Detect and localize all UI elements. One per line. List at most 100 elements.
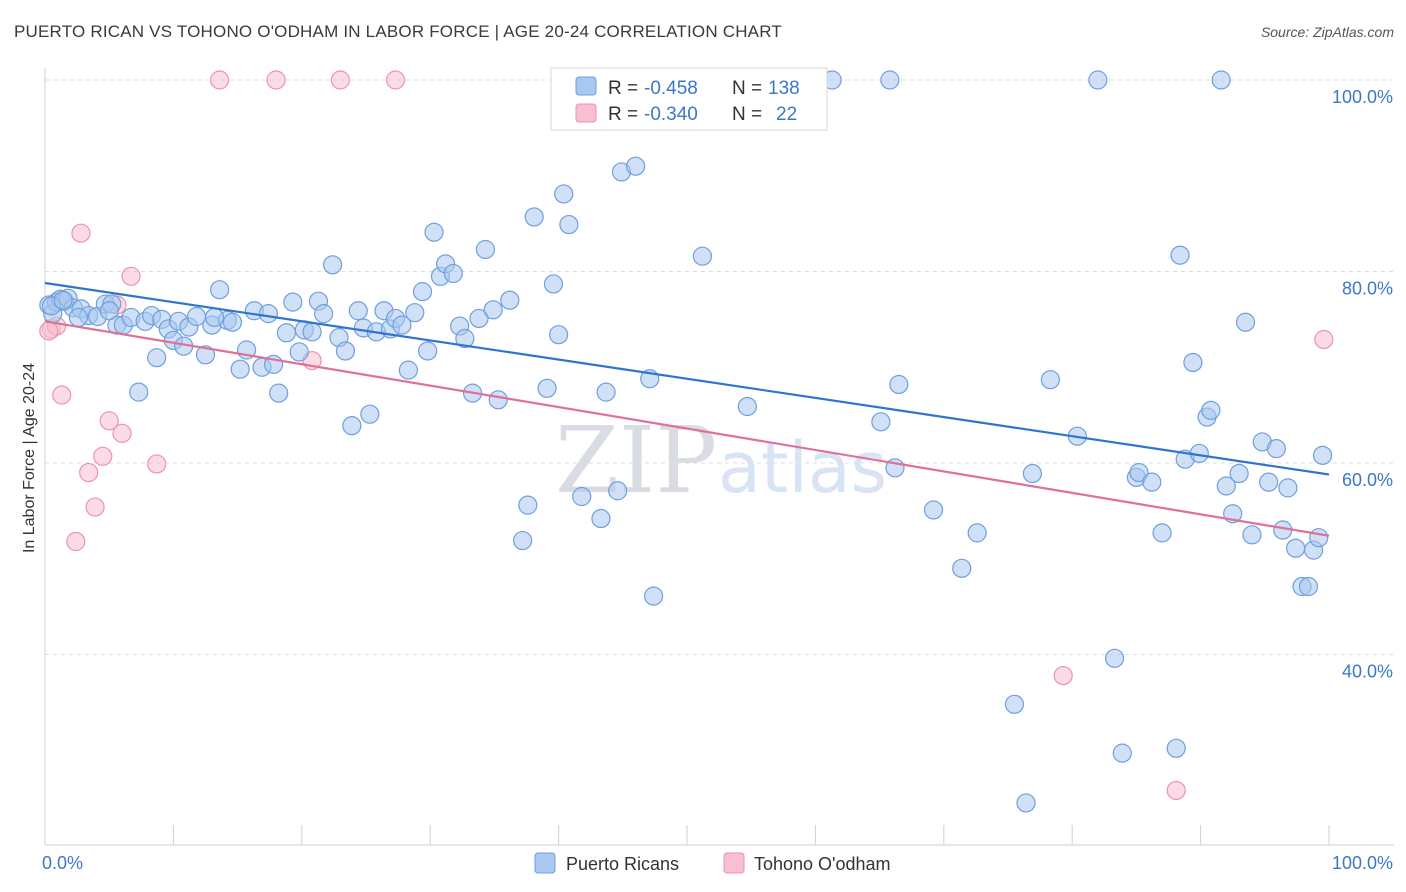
legend-n-label: N = [732, 78, 762, 99]
legend-box [550, 67, 828, 131]
puerto-rican-point [392, 315, 412, 335]
tohono-trend-line [44, 320, 1330, 537]
series-legend: Puerto Ricans Tohono O'odham [534, 852, 891, 874]
puerto-rican-point [572, 486, 592, 507]
y-tick-label: 100.0% [1332, 87, 1393, 107]
tohono-point [85, 497, 105, 517]
puerto-rican-point [1298, 576, 1319, 597]
puerto-rican-point [210, 280, 230, 300]
puerto-rican-point [500, 290, 520, 310]
legend-n-value: 138 [768, 78, 800, 99]
tohono-point [71, 223, 91, 243]
tohono-point [266, 70, 286, 90]
puerto-rican-point [443, 263, 463, 284]
puerto-rican-point [1235, 312, 1256, 332]
legend-r-label: R = [608, 78, 638, 99]
puerto-rican-point [398, 360, 418, 380]
legend-swatch-pink [575, 103, 597, 123]
tohono-point [79, 462, 99, 483]
puerto-rican-point [147, 348, 167, 368]
trend-lines [44, 281, 1330, 537]
puerto-rican-point [1104, 648, 1125, 668]
puerto-rican-point [608, 481, 628, 501]
puerto-rican-point [323, 255, 343, 275]
bottom-legend-swatch-pink [723, 852, 745, 874]
tohono-point [99, 411, 119, 431]
puerto-rican-point [537, 378, 557, 398]
puerto-rican-point [692, 246, 713, 266]
correlation-legend: R = -0.458 N = 138 R = -0.340 N = 22 [550, 67, 828, 131]
puerto-rican-point [455, 328, 475, 349]
puerto-rican-point [880, 70, 900, 90]
tohono-point [93, 446, 113, 466]
tohono-point [39, 321, 59, 341]
puerto-rican-point [360, 404, 380, 424]
legend-r-label: R = [608, 104, 638, 125]
puerto-rican-point [1004, 694, 1025, 714]
tohono-point [330, 70, 350, 90]
watermark-atlas: atlas [718, 427, 887, 509]
tick-labels: 40.0% 60.0% 80.0% 100.0% 0.0% 100.0% In Labor … [21, 87, 1393, 873]
puerto-rican-point [1170, 245, 1190, 265]
tohono-points [39, 70, 1334, 801]
puerto-rican-point [289, 342, 309, 362]
tohono-point [52, 385, 72, 405]
bottom-legend-label: Puerto Ricans [566, 854, 679, 874]
puerto-rican-point [923, 500, 944, 520]
tohono-point [112, 423, 132, 443]
legend-r-value: -0.458 [644, 78, 698, 99]
puerto-rican-point [889, 374, 909, 395]
legend-r-value: -0.340 [644, 104, 698, 125]
puerto-rican-point [283, 292, 303, 312]
puerto-rican-point [1278, 478, 1298, 498]
legend-swatch-blue [575, 76, 597, 96]
puerto-rican-point [1112, 743, 1132, 763]
puerto-rican-point [342, 416, 362, 436]
chart-source: Source: ZipAtlas.com [1260, 24, 1394, 40]
puerto-rican-point [1183, 352, 1203, 373]
puerto-rican-point [1088, 70, 1108, 90]
puerto-rican-point [737, 396, 757, 417]
puerto-rican-point [302, 322, 322, 342]
puerto-rican-point [513, 530, 533, 551]
puerto-rican-point [1259, 472, 1279, 492]
puerto-rican-point [1309, 528, 1329, 548]
puerto-rican-point [524, 207, 544, 227]
puerto-rican-point [1142, 472, 1162, 492]
puerto-rican-point [258, 304, 279, 324]
puerto-rican-point [1022, 463, 1042, 484]
puerto-rican-point [314, 304, 334, 324]
puerto-rican-point [418, 341, 438, 361]
puerto-rican-point [469, 308, 489, 329]
puerto-rican-point [967, 523, 987, 543]
puerto-rican-point [596, 382, 616, 402]
tohono-point [147, 454, 167, 474]
tohono-point [1314, 329, 1334, 350]
puerto-rican-trend-line [44, 281, 1330, 476]
puerto-rican-point [1242, 525, 1262, 545]
puerto-rican-point [644, 586, 664, 606]
puerto-rican-point [68, 307, 88, 328]
puerto-rican-point [1211, 70, 1231, 90]
puerto-rican-point [230, 359, 250, 379]
bottom-legend-label: Tohono O'odham [754, 854, 891, 874]
puerto-rican-point [348, 301, 368, 321]
puerto-rican-point [1152, 523, 1172, 543]
puerto-rican-point [548, 325, 569, 345]
puerto-rican-point [626, 156, 646, 176]
puerto-rican-point [129, 382, 149, 402]
tohono-point [66, 531, 86, 552]
puerto-rican-point [1266, 439, 1286, 459]
watermark: ZIP atlas [555, 407, 887, 514]
puerto-rican-point [591, 508, 611, 529]
puerto-rican-point [554, 184, 574, 204]
tohono-point [385, 70, 406, 90]
puerto-rican-point [1040, 370, 1060, 390]
tohono-point [1053, 665, 1073, 686]
puerto-rican-point [1216, 476, 1236, 496]
puerto-rican-point [559, 214, 579, 235]
bottom-legend-swatch-blue [534, 852, 556, 874]
puerto-rican-point [952, 558, 972, 578]
puerto-rican-point [405, 303, 425, 323]
